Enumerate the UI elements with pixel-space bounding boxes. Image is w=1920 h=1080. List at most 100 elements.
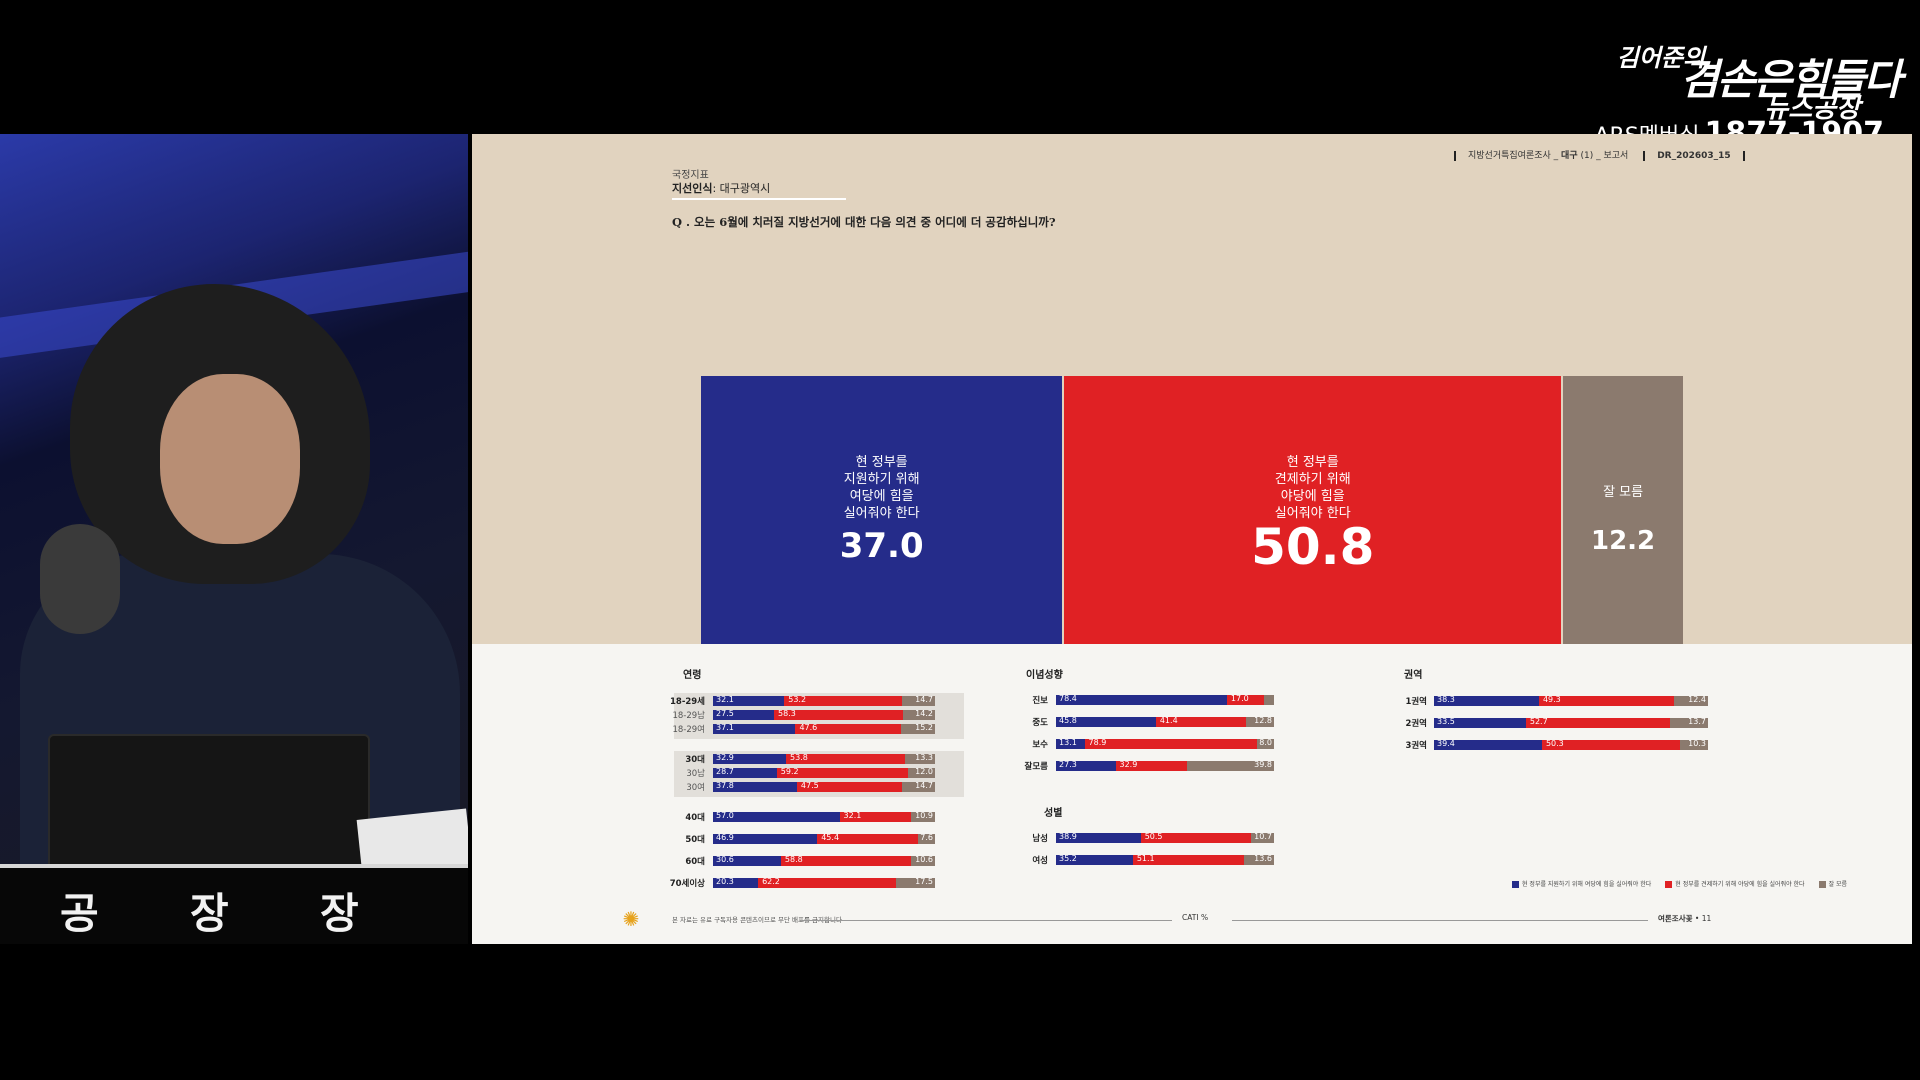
legend-label: 현 정부를 지원하기 위해 여당에 힘을 실어줘야 한다	[1522, 881, 1652, 888]
legend-swatch	[1512, 881, 1519, 888]
subtitle-rest: : 대구광역시	[712, 182, 771, 195]
survey-question: Q . 오는 6월에 치러질 지방선거에 대한 다음 의견 중 어디에 더 공감…	[672, 215, 1056, 229]
bar-segment: 27.5	[713, 709, 775, 720]
legend-label: 현 정부를 견제하기 위해 야당에 힘을 실어줘야 한다	[1675, 881, 1805, 888]
data-label: 15.2	[915, 723, 933, 732]
bar-segment: 32.9	[1115, 760, 1188, 771]
row-label: 진보	[1032, 696, 1048, 706]
stacked-bar: 32.1 53.2 14.7	[713, 695, 935, 706]
bar-segment: 37.8	[713, 781, 797, 792]
bar-segment: 57.0	[713, 811, 840, 822]
data-label: 13.7	[1688, 717, 1706, 726]
stacked-bar: 32.9 53.8 13.3	[713, 753, 935, 764]
stacked-bar: 33.5 52.7 13.7	[1434, 717, 1708, 728]
bar-segment: 78.4	[1056, 694, 1227, 705]
bar-segment: 38.3	[1434, 695, 1539, 706]
stacked-bar: 78.4 17.0	[1056, 694, 1274, 705]
footer-note: 본 자료는 유료 구독자용 콘텐츠이므로 무단 배포를 금지합니다	[672, 916, 842, 924]
data-label: 62.2	[762, 877, 780, 886]
slide-subtitle: 지선인식: 대구광역시	[672, 180, 770, 196]
stacked-bar: 37.8 47.5 14.7	[713, 781, 935, 792]
stacked-bar: 28.7 59.2 12.0	[713, 767, 935, 778]
survey-report: 보고서	[1603, 151, 1629, 161]
bar-segment: 51.1	[1132, 854, 1245, 865]
legend-label: 잘 모름	[1828, 881, 1848, 888]
data-label: 50.5	[1144, 832, 1163, 841]
studio-desk: 공 장 장	[0, 864, 468, 944]
bar-segment: 20.3	[713, 877, 759, 888]
data-label: 57.0	[716, 811, 734, 820]
data-label: 14.2	[915, 709, 933, 718]
data-label: 17.0	[1230, 694, 1249, 703]
logo-line-2: 겸손은힘들다	[1680, 55, 1902, 104]
row-label: 30대	[685, 755, 705, 765]
bar-segment: 59.2	[776, 767, 909, 778]
sun-logo-icon: ✺	[622, 907, 640, 931]
data-label: 32.9	[1119, 760, 1138, 769]
stacked-bar: 27.3 32.9 39.8	[1056, 760, 1274, 771]
data-label: 10.3	[1688, 739, 1706, 748]
data-label: 32.1	[716, 695, 734, 704]
segment-label: 잘 모름	[1603, 485, 1644, 500]
segment-label: 현 정부를 견제하기 위해 야당에 힘을 실어줘야 한다	[1274, 455, 1351, 521]
legend-swatch	[1665, 881, 1673, 888]
data-label: 51.1	[1136, 854, 1155, 863]
stacked-bar: 13.1 78.9 8.0	[1056, 738, 1274, 749]
stacked-bar: 35.2 51.1 13.6	[1056, 854, 1274, 865]
data-label: 53.8	[790, 753, 808, 762]
row-label: 30여	[686, 783, 705, 793]
stacked-bar: 38.3 49.3 12.4	[1434, 695, 1708, 706]
data-label: 49.3	[1542, 695, 1561, 704]
stacked-bar: 46.9 45.4 7.6	[713, 833, 935, 844]
bar-segment: 10.9	[910, 811, 935, 822]
bar-segment: 33.5	[1434, 717, 1526, 728]
data-label: 39.4	[1437, 739, 1455, 748]
segment-value: 12.2	[1591, 526, 1656, 556]
bar-segment-2: 현 정부를 견제하기 위해 야당에 힘을 실어줘야 한다 50.8	[1064, 376, 1562, 644]
survey-region: 대구	[1561, 151, 1578, 161]
data-label: 28.7	[716, 767, 734, 776]
chart-title: 연령	[683, 670, 702, 681]
data-label: 50.3	[1545, 739, 1564, 748]
legend-item: 현 정부를 견제하기 위해 야당에 힘을 실어줘야 한다	[1665, 881, 1805, 888]
bar-segment: 27.3	[1056, 760, 1116, 771]
data-label: 39.8	[1254, 760, 1272, 769]
bar-segment: 52.7	[1525, 717, 1671, 728]
footer-brand: 여론조사꽃 • 11	[1658, 914, 1712, 923]
stacked-bar: 45.8 41.4 12.8	[1056, 716, 1274, 727]
data-label: 10.9	[915, 811, 933, 820]
data-label: 41.4	[1159, 716, 1178, 725]
bar-segment: 58.3	[774, 709, 904, 720]
footer-method-text: CATI	[1182, 913, 1199, 922]
row-label: 18-29세	[669, 697, 705, 707]
segment-label: 현 정부를 지원하기 위해 여당에 힘을 실어줘야 한다	[843, 455, 920, 521]
bar-segment: 32.1	[713, 695, 785, 706]
segment-value: 37.0	[839, 526, 924, 566]
data-label: 78.9	[1088, 738, 1107, 747]
bar-segment: 13.7	[1670, 717, 1708, 728]
row-label: 50대	[685, 835, 705, 845]
stacked-bar: 20.3 62.2 17.5	[713, 877, 935, 888]
data-label: 38.3	[1437, 695, 1455, 704]
stacked-bar: 30.6 58.8 10.6	[713, 855, 935, 866]
bar-segment: 46.9	[713, 833, 818, 844]
data-label: 78.4	[1059, 694, 1077, 703]
bar-segment: 41.4	[1155, 716, 1247, 727]
footer-method: CATI %	[1182, 913, 1208, 922]
chart-title: 성별	[1044, 808, 1063, 819]
bar-segment: 13.6	[1244, 854, 1274, 865]
show-logo: 김어준의 겸손은힘들다 뉴스공장 ARS멤버십 1877-1907	[1594, 38, 1902, 151]
data-label: 20.3	[716, 877, 734, 886]
segment-value: 50.8	[1251, 518, 1375, 576]
bar-segment: 47.6	[795, 723, 902, 734]
bar-segment: 10.6	[911, 855, 935, 866]
row-label: 70세이상	[669, 879, 705, 889]
data-label: 59.2	[780, 767, 799, 776]
desk-letter: 장	[320, 889, 359, 938]
legend-swatch	[1818, 881, 1826, 888]
bar-segment: 32.1	[839, 811, 911, 822]
data-label: 58.8	[784, 855, 803, 864]
host-camera-feed: 공 장 장	[0, 134, 468, 944]
row-label: 30남	[686, 769, 705, 779]
row-label: 40대	[685, 813, 705, 823]
